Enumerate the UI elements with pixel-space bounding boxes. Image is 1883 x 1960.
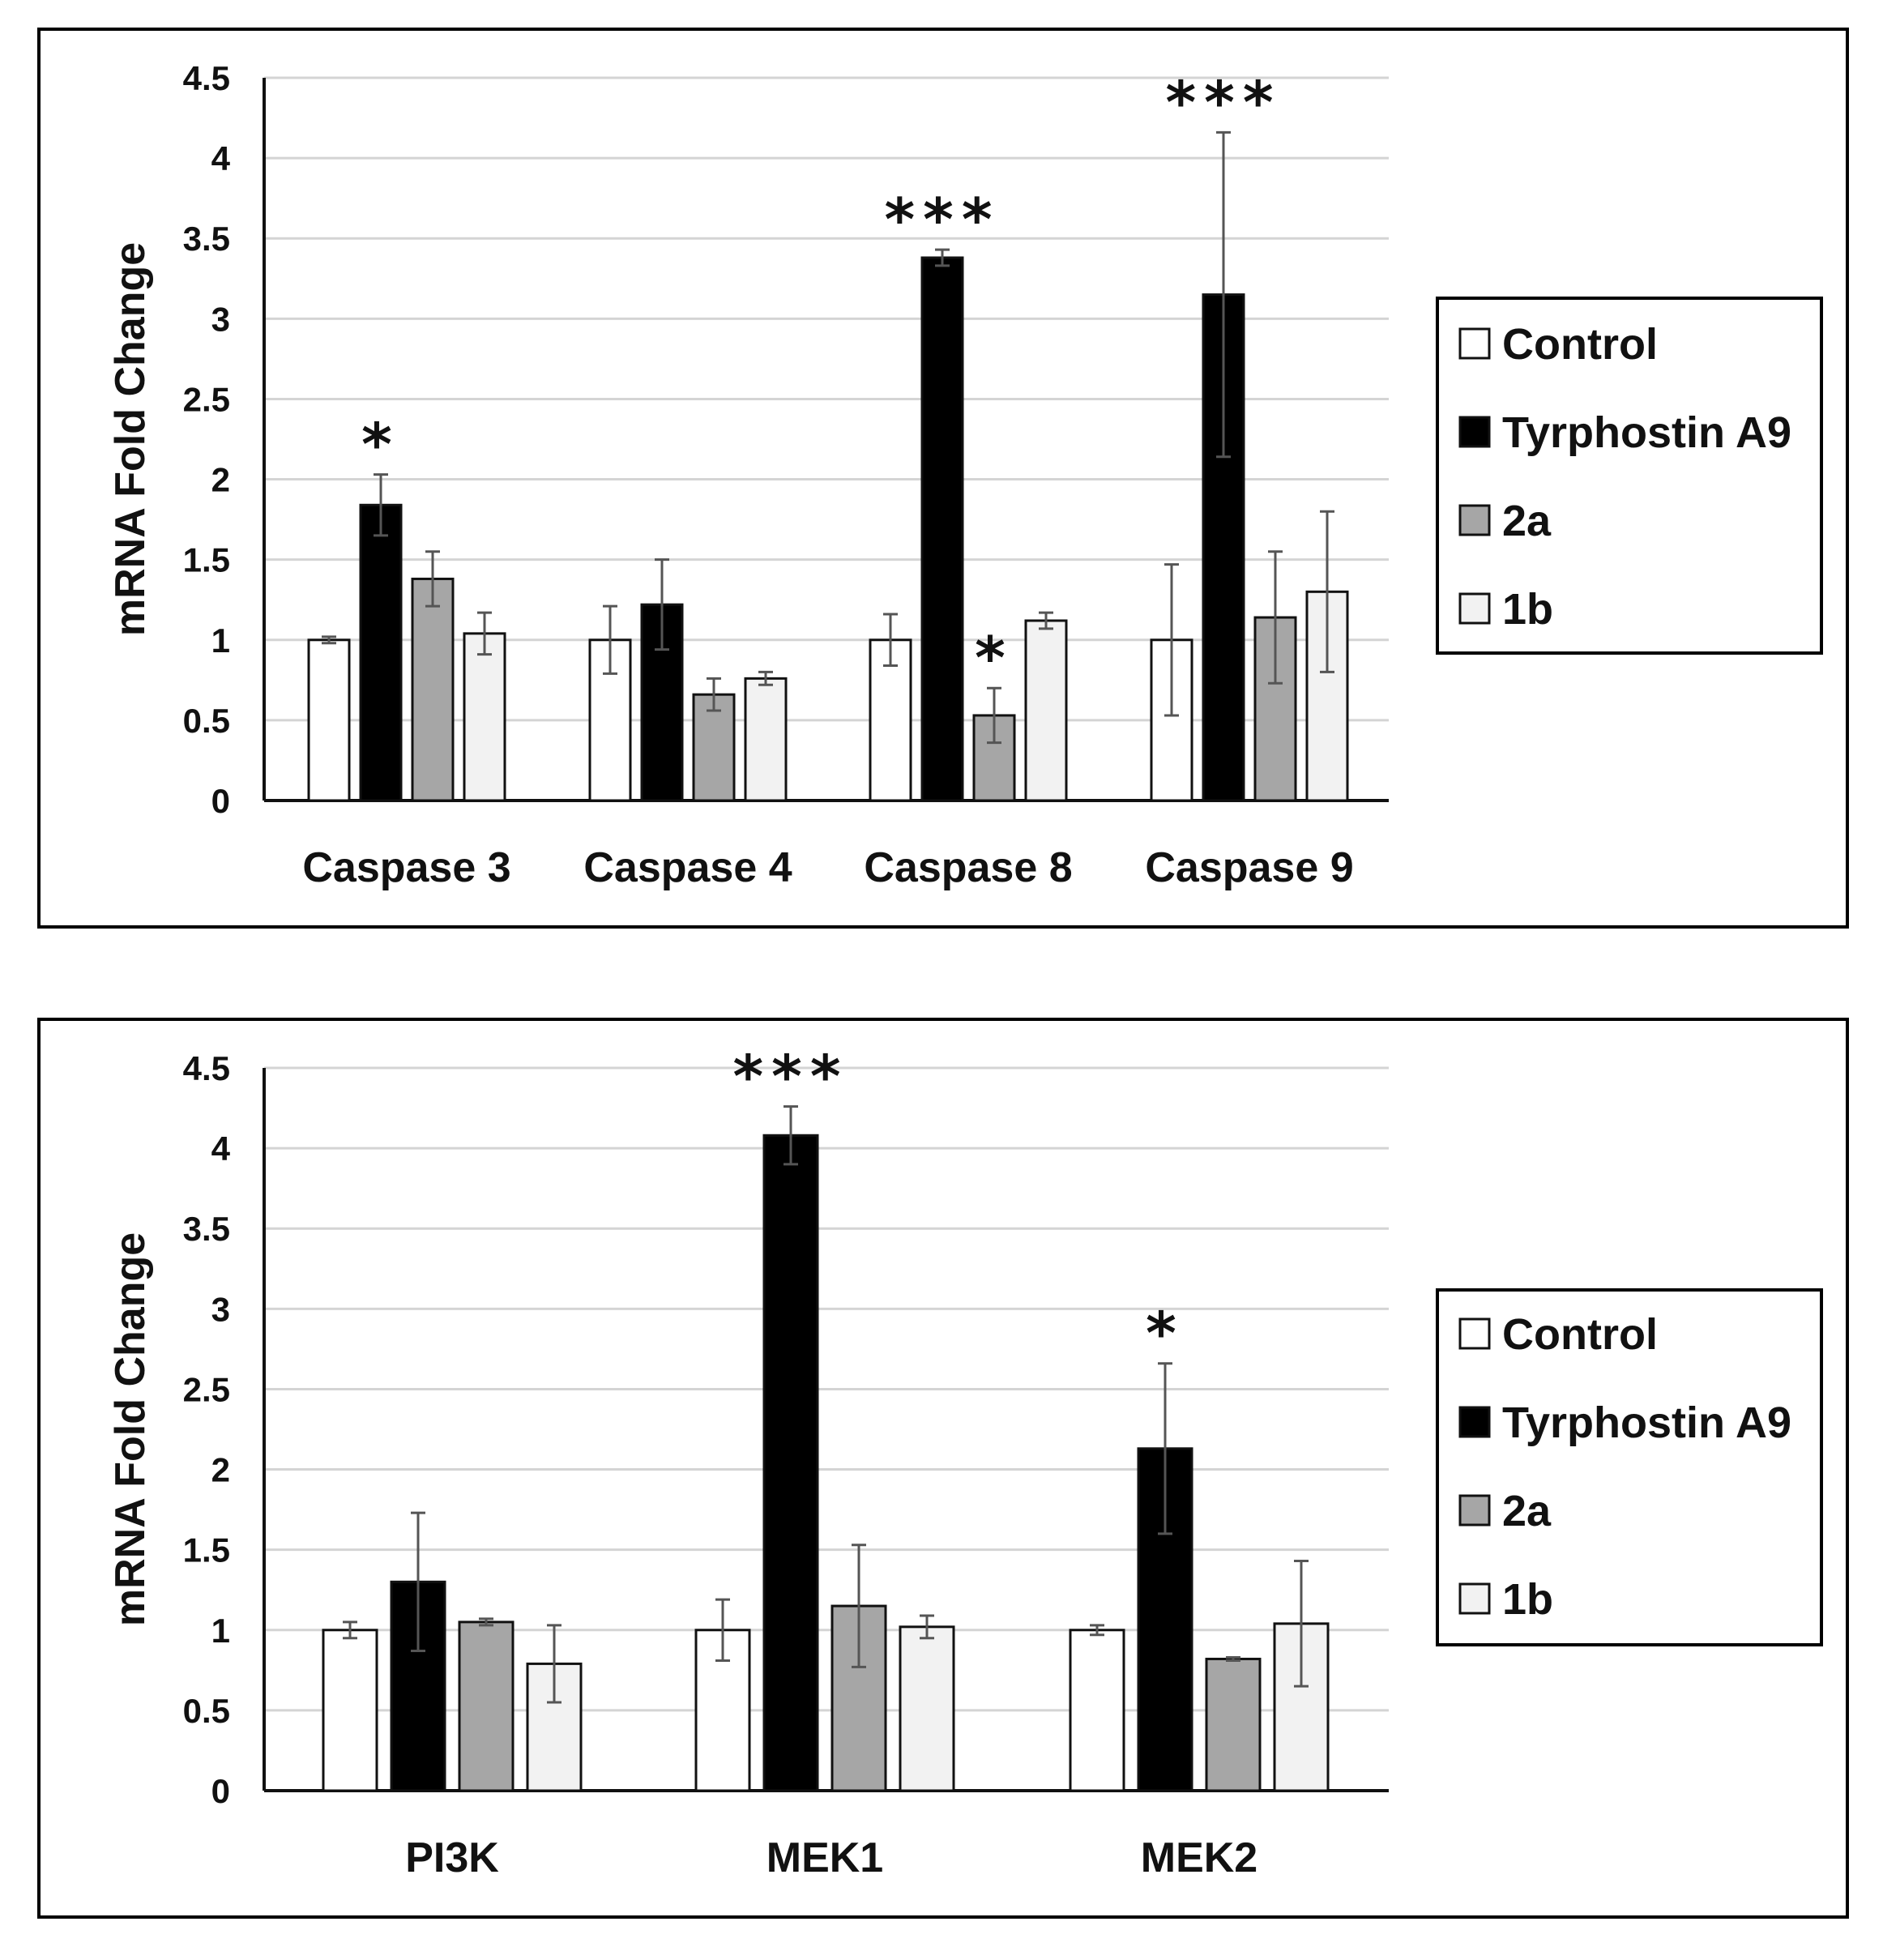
bar-pi3k-2a	[458, 1621, 515, 1792]
y-tick-label: 2.5	[183, 1370, 230, 1408]
y-tick-label: 0	[211, 782, 230, 820]
legend-label-1b: 1b	[1502, 1575, 1553, 1624]
category-label-mek2: MEK2	[1141, 1834, 1257, 1881]
y-tick-label: 1.5	[183, 541, 230, 579]
y-tick-label: 3.5	[183, 220, 230, 258]
legend-box	[1436, 297, 1823, 655]
category-label-caspase-8: Caspase 8	[864, 844, 1072, 891]
y-tick-label: 3	[211, 1290, 230, 1328]
y-tick-label: 2	[211, 1451, 230, 1489]
y-axis-label: mRNA Fold Change	[107, 242, 154, 636]
significance-marker: *	[975, 624, 1014, 692]
legend-swatch-control	[1458, 327, 1491, 360]
legend-label-control: Control	[1502, 320, 1658, 369]
chart-panel-1: 0 0.5 1 1.5 2 2.5 3 3.5 4 4.5 mRNA Fold Change Casp…	[37, 28, 1849, 929]
category-label-caspase-4: Caspase 4	[583, 844, 792, 891]
bar-mek1-tyrphostin-a9	[762, 1134, 819, 1792]
legend-box	[1436, 1288, 1823, 1646]
y-tick-label: 1	[211, 1612, 230, 1650]
legend-label-2a: 2a	[1502, 1487, 1552, 1535]
category-label-caspase-9: Caspase 9	[1145, 844, 1353, 891]
category-label-pi3k: PI3K	[405, 1834, 499, 1881]
bar-mek2-1b	[1273, 1622, 1330, 1792]
panel-frame	[37, 28, 1849, 929]
significance-marker: ***	[885, 186, 1001, 254]
legend-swatch-2a	[1458, 1494, 1491, 1527]
bar-caspase-3-2a	[411, 577, 455, 802]
category-label-caspase-3: Caspase 3	[302, 844, 510, 891]
bar-caspase-8-1b	[1024, 619, 1068, 802]
y-tick-label: 1	[211, 621, 230, 660]
bar-caspase-4-2a	[692, 693, 736, 802]
significance-marker: ***	[733, 1043, 849, 1111]
significance-marker: *	[361, 411, 400, 479]
legend-label-2a: 2a	[1502, 497, 1552, 545]
legend-swatch-control	[1458, 1317, 1491, 1350]
legend-swatch-1b	[1458, 1582, 1491, 1615]
bar-caspase-3-tyrphostin-a9	[359, 503, 403, 802]
legend-swatch-tyrphostin-a9	[1458, 416, 1491, 448]
legend-swatch-2a	[1458, 504, 1491, 536]
y-tick-label: 3	[211, 300, 230, 338]
bar-caspase-4-1b	[744, 677, 788, 802]
legend-label-1b: 1b	[1502, 585, 1553, 634]
y-tick-label: 0.5	[183, 702, 230, 740]
bar-caspase-3-1b	[463, 632, 506, 802]
legend-label-tyrphostin-a9: Tyrphostin A9	[1502, 408, 1791, 457]
legend-swatch-1b	[1458, 592, 1491, 625]
bar-pi3k-control	[322, 1629, 378, 1792]
y-tick-label: 4.5	[183, 59, 230, 97]
y-axis-label: mRNA Fold Change	[107, 1232, 154, 1626]
y-tick-label: 1.5	[183, 1531, 230, 1569]
significance-marker: ***	[1166, 68, 1282, 136]
y-tick-label: 0	[211, 1772, 230, 1810]
y-tick-label: 0.5	[183, 1692, 230, 1730]
y-tick-label: 2	[211, 461, 230, 499]
y-tick-label: 4	[211, 1129, 231, 1168]
legend-label-control: Control	[1502, 1310, 1658, 1359]
legend-swatch-tyrphostin-a9	[1458, 1406, 1491, 1438]
y-tick-label: 4.5	[183, 1049, 230, 1087]
bar-mek2-control	[1069, 1629, 1125, 1792]
significance-marker: *	[1146, 1300, 1185, 1368]
y-tick-label: 2.5	[183, 380, 230, 418]
chart-panel-2: 0 0.5 1 1.5 2 2.5 3 3.5 4 4.5 mRNA Fold Change PI3K…	[37, 1018, 1849, 1919]
bar-caspase-8-tyrphostin-a9	[920, 256, 964, 802]
y-tick-label: 3.5	[183, 1210, 230, 1248]
panel-frame	[37, 1018, 1849, 1919]
y-tick-label: 4	[211, 139, 231, 177]
category-label-mek1: MEK1	[766, 1834, 883, 1881]
bar-mek2-2a	[1205, 1657, 1262, 1792]
legend-label-tyrphostin-a9: Tyrphostin A9	[1502, 1398, 1791, 1447]
bar-mek1-1b	[899, 1625, 955, 1792]
bar-caspase-3-control	[307, 638, 351, 802]
